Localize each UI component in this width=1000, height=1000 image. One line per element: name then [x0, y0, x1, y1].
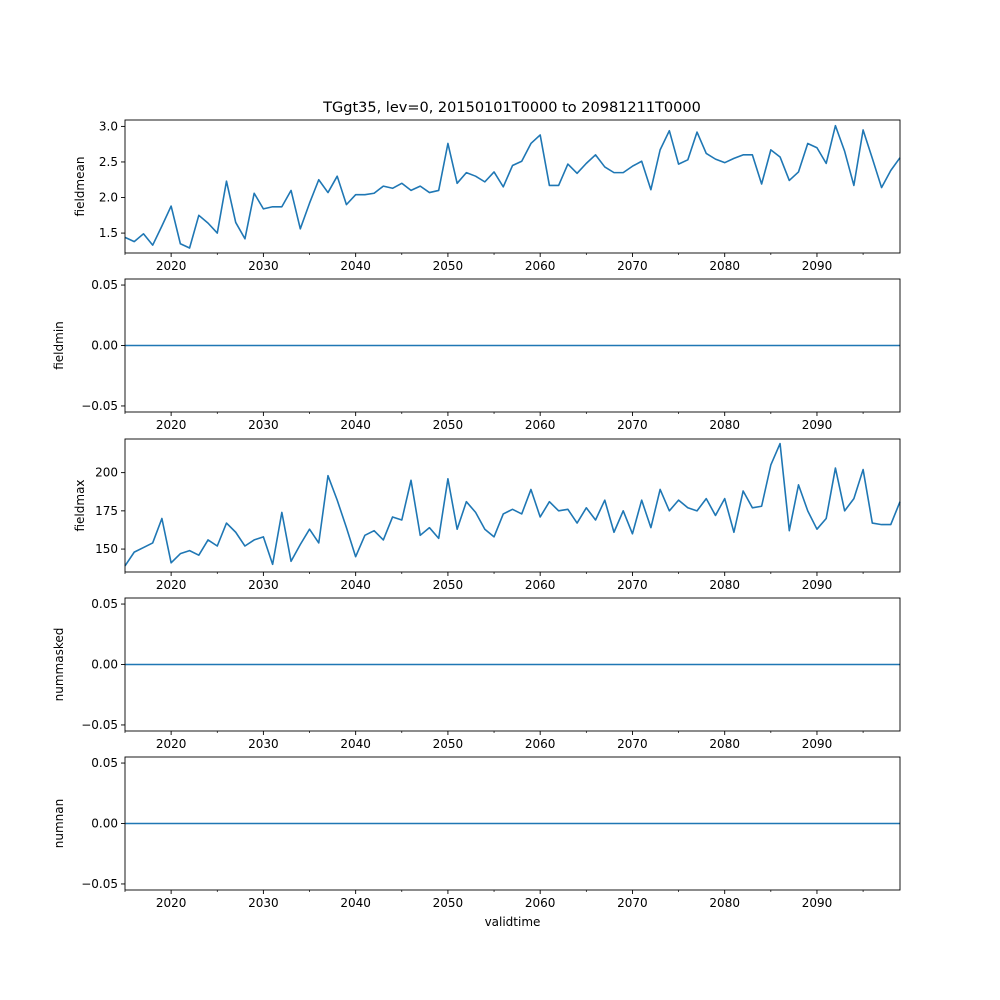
x-tick-label: 2030 — [248, 896, 279, 910]
x-tick-label: 2090 — [802, 737, 833, 751]
y-tick-label: 2.0 — [99, 191, 118, 205]
y-tick-label: 2.5 — [99, 155, 118, 169]
axes-frame-fieldmean — [124, 119, 901, 254]
y-tick-label: −0.05 — [81, 877, 118, 891]
x-tick-label: 2050 — [433, 896, 464, 910]
y-tick-label: −0.05 — [81, 399, 118, 413]
panel-numnan: 2020 2030 2040 2050 2060 2070 2080 2090 −0.05 0.0… — [52, 756, 901, 929]
y-tick-label: 150 — [95, 542, 118, 556]
panel-nummasked: 2020 2030 2040 2050 2060 2070 2080 2090 −0.05 0.0… — [52, 597, 901, 751]
x-tick-label: 2070 — [617, 896, 648, 910]
y-tick-label: 0.00 — [91, 658, 118, 672]
x-tick-label: 2020 — [156, 896, 187, 910]
x-tick-label: 2060 — [525, 418, 556, 432]
x-tick-label: 2040 — [340, 578, 371, 592]
x-tick-label: 2030 — [248, 578, 279, 592]
x-tick-label: 2070 — [617, 259, 648, 273]
x-tick-label: 2090 — [802, 418, 833, 432]
x-tick-label: 2080 — [709, 737, 740, 751]
panel-fieldmin: 2020 2030 2040 2050 2060 2070 2080 2090 −0.05 0.0… — [52, 278, 901, 432]
x-tick-label: 2090 — [802, 896, 833, 910]
y-tick-label: 0.05 — [91, 278, 118, 292]
x-tick-label: 2090 — [802, 578, 833, 592]
y-axis-label: numnan — [52, 799, 66, 848]
x-tick-label: 2070 — [617, 418, 648, 432]
x-tick-label: 2020 — [156, 737, 187, 751]
x-tick-label: 2040 — [340, 418, 371, 432]
panels: 2020 2030 2040 2050 2060 2070 2080 2090 1.5 2.0 2.… — [52, 119, 901, 929]
x-tick-label: 2070 — [617, 737, 648, 751]
x-tick-label: 2020 — [156, 259, 187, 273]
y-tick-label: 0.05 — [91, 597, 118, 611]
x-tick-label: 2020 — [156, 578, 187, 592]
x-tick-label: 2040 — [340, 896, 371, 910]
y-tick-label: 0.00 — [91, 339, 118, 353]
y-axis-label: nummasked — [52, 628, 66, 702]
x-tick-label: 2060 — [525, 896, 556, 910]
x-tick-label: 2050 — [433, 418, 464, 432]
y-tick-label: 0.00 — [91, 817, 118, 831]
x-tick-label: 2080 — [709, 578, 740, 592]
x-tick-label: 2080 — [709, 896, 740, 910]
x-tick-label: 2030 — [248, 418, 279, 432]
y-tick-label: −0.05 — [81, 718, 118, 732]
y-tick-label: 175 — [95, 504, 118, 518]
x-tick-label: 2060 — [525, 737, 556, 751]
chart-title: TGgt35, lev=0, 20150101T0000 to 20981211… — [322, 100, 701, 116]
y-axis-label: fieldmean — [73, 157, 87, 217]
axes-frame-fieldmax — [124, 438, 901, 573]
x-tick-label: 2040 — [340, 259, 371, 273]
x-tick-label: 2050 — [433, 737, 464, 751]
x-tick-label: 2040 — [340, 737, 371, 751]
x-tick-label: 2070 — [617, 578, 648, 592]
x-tick-label: 2050 — [433, 259, 464, 273]
y-tick-label: 1.5 — [99, 226, 118, 240]
x-tick-label: 2030 — [248, 259, 279, 273]
x-tick-label: 2060 — [525, 578, 556, 592]
x-tick-label: 2020 — [156, 418, 187, 432]
x-tick-label: 2080 — [709, 259, 740, 273]
x-tick-label: 2090 — [802, 259, 833, 273]
y-tick-label: 0.05 — [91, 756, 118, 770]
x-axis-label: validtime — [485, 915, 541, 929]
panel-fieldmax: 2020 2030 2040 2050 2060 2070 2080 2090 150 175 20… — [73, 438, 901, 592]
y-tick-label: 3.0 — [99, 119, 118, 133]
y-axis-label: fieldmax — [73, 479, 87, 531]
x-tick-label: 2060 — [525, 259, 556, 273]
y-axis-label: fieldmin — [52, 321, 66, 370]
x-tick-label: 2030 — [248, 737, 279, 751]
y-tick-label: 200 — [95, 466, 118, 480]
x-tick-label: 2080 — [709, 418, 740, 432]
x-tick-label: 2050 — [433, 578, 464, 592]
panel-fieldmean: 2020 2030 2040 2050 2060 2070 2080 2090 1.5 2.0 2.… — [73, 119, 901, 273]
